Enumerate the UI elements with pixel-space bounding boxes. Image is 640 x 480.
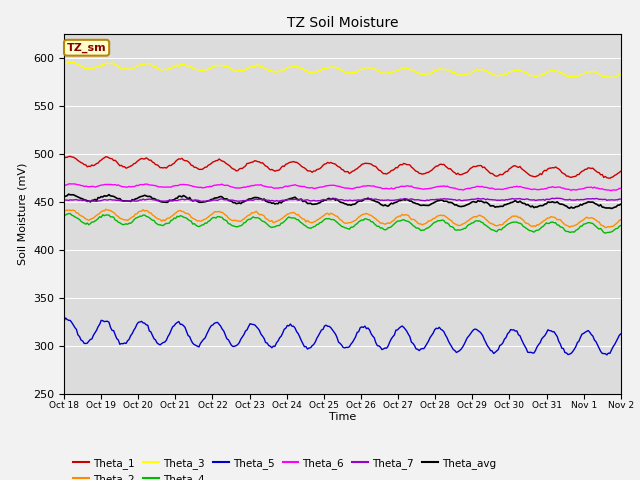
Theta_4 xyxy=(305,225,313,231)
Theta_5 xyxy=(603,352,611,358)
Theta_7 xyxy=(554,195,561,201)
Theta_6 xyxy=(617,185,625,191)
Theta_7 xyxy=(305,198,313,204)
Legend: Theta_1, Theta_2, Theta_3, Theta_4, Theta_5, Theta_6, Theta_7, Theta_avg: Theta_1, Theta_2, Theta_3, Theta_4, Thet… xyxy=(69,454,500,480)
Theta_4 xyxy=(67,211,74,216)
Line: Theta_6: Theta_6 xyxy=(64,184,621,191)
Theta_avg xyxy=(228,198,236,204)
Line: Theta_4: Theta_4 xyxy=(64,214,621,233)
Theta_7 xyxy=(228,197,236,203)
Theta_7 xyxy=(255,196,263,202)
Theta_6 xyxy=(130,184,138,190)
Theta_avg xyxy=(588,199,595,205)
Theta_2 xyxy=(130,214,138,219)
Line: Theta_2: Theta_2 xyxy=(64,209,621,228)
Theta_4 xyxy=(246,216,254,222)
Line: Theta_5: Theta_5 xyxy=(64,318,621,355)
Theta_1 xyxy=(255,159,263,165)
Theta_2 xyxy=(602,225,609,230)
Theta_avg xyxy=(255,195,263,201)
Theta_1 xyxy=(228,165,236,171)
Theta_2 xyxy=(617,217,625,223)
Theta_5 xyxy=(130,327,138,333)
Line: Theta_avg: Theta_avg xyxy=(64,194,621,208)
Theta_avg xyxy=(305,201,313,206)
Theta_3 xyxy=(60,61,68,67)
Theta_1 xyxy=(246,160,254,166)
Theta_2 xyxy=(102,206,109,212)
Theta_5 xyxy=(588,332,595,337)
Theta_4 xyxy=(255,216,263,221)
Theta_4 xyxy=(588,220,595,226)
Theta_6 xyxy=(60,182,68,188)
Theta_2 xyxy=(588,215,595,220)
Theta_avg xyxy=(617,201,625,207)
Theta_4 xyxy=(228,222,236,228)
Theta_4 xyxy=(602,230,609,236)
Theta_avg xyxy=(246,196,254,202)
Theta_5 xyxy=(617,331,625,337)
Theta_7 xyxy=(83,199,91,204)
Theta_4 xyxy=(60,214,68,219)
Theta_avg xyxy=(607,205,615,211)
Theta_6 xyxy=(65,181,72,187)
Theta_2 xyxy=(228,217,236,223)
Theta_3 xyxy=(305,70,313,75)
Theta_6 xyxy=(228,184,236,190)
Title: TZ Soil Moisture: TZ Soil Moisture xyxy=(287,16,398,30)
Theta_7 xyxy=(246,197,254,203)
Theta_avg xyxy=(60,194,68,200)
Theta_6 xyxy=(588,184,595,190)
Theta_2 xyxy=(255,212,263,217)
Line: Theta_7: Theta_7 xyxy=(64,198,621,202)
Theta_1 xyxy=(305,168,313,174)
Theta_2 xyxy=(305,219,313,225)
Theta_3 xyxy=(70,59,77,65)
Theta_1 xyxy=(617,168,625,174)
Theta_3 xyxy=(255,63,263,69)
Theta_3 xyxy=(130,65,138,71)
Theta_1 xyxy=(588,166,595,171)
Theta_2 xyxy=(60,207,68,213)
Theta_1 xyxy=(67,154,74,159)
Theta_7 xyxy=(589,196,596,202)
Theta_6 xyxy=(305,185,313,191)
Theta_3 xyxy=(246,64,254,70)
Theta_4 xyxy=(617,223,625,228)
Theta_5 xyxy=(305,345,313,351)
Theta_7 xyxy=(617,196,625,202)
Theta_5 xyxy=(246,321,254,326)
Theta_3 xyxy=(617,72,625,77)
Line: Theta_3: Theta_3 xyxy=(64,62,621,78)
Theta_7 xyxy=(130,198,138,204)
Theta_3 xyxy=(607,75,615,81)
Theta_3 xyxy=(228,66,236,72)
Theta_6 xyxy=(246,183,254,189)
Theta_5 xyxy=(61,315,69,321)
Theta_5 xyxy=(228,343,236,348)
Theta_5 xyxy=(255,327,263,333)
Theta_5 xyxy=(60,319,68,324)
Theta_4 xyxy=(130,217,138,223)
Theta_3 xyxy=(588,69,595,75)
X-axis label: Time: Time xyxy=(329,412,356,421)
Text: TZ_sm: TZ_sm xyxy=(67,43,106,53)
Theta_avg xyxy=(130,197,138,203)
Theta_6 xyxy=(607,188,615,193)
Theta_6 xyxy=(255,182,263,188)
Theta_2 xyxy=(246,212,254,218)
Theta_1 xyxy=(60,156,68,162)
Line: Theta_1: Theta_1 xyxy=(64,156,621,178)
Theta_1 xyxy=(130,161,138,167)
Theta_1 xyxy=(606,175,614,181)
Theta_7 xyxy=(60,197,68,203)
Theta_avg xyxy=(65,191,72,197)
Y-axis label: Soil Moisture (mV): Soil Moisture (mV) xyxy=(17,162,28,265)
